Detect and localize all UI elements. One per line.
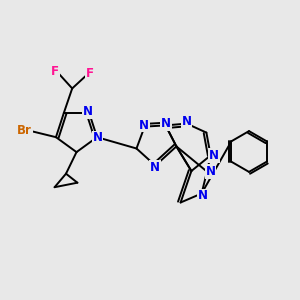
Text: N: N [150,160,160,174]
Text: F: F [51,65,59,78]
Text: N: N [161,117,171,130]
Text: N: N [83,105,93,118]
Text: N: N [209,149,219,162]
Text: Br: Br [17,124,32,137]
Text: N: N [139,118,149,132]
Text: N: N [206,165,216,178]
Text: N: N [93,131,103,144]
Text: N: N [198,189,208,203]
Text: N: N [182,115,192,128]
Text: F: F [86,67,94,80]
